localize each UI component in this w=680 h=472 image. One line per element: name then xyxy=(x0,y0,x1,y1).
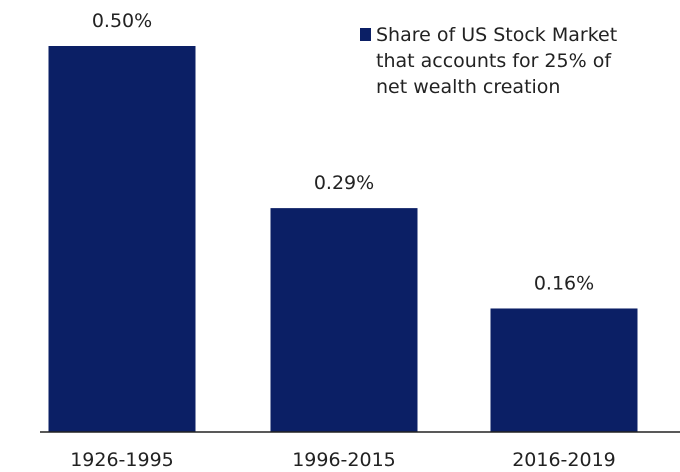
legend-label: Share of US Stock Market that accounts f… xyxy=(376,24,618,98)
bar xyxy=(48,46,196,432)
value-label: 0.50% xyxy=(92,10,152,32)
value-label: 0.29% xyxy=(314,172,374,194)
legend-swatch xyxy=(360,28,371,41)
x-tick-label: 1926-1995 xyxy=(70,449,174,471)
x-tick-label: 2016-2019 xyxy=(512,449,616,471)
legend: Share of US Stock Market that accounts f… xyxy=(360,22,660,100)
bar xyxy=(270,208,418,432)
bar xyxy=(490,308,638,432)
x-tick-label: 1996-2015 xyxy=(292,449,396,471)
value-label: 0.16% xyxy=(534,272,594,294)
